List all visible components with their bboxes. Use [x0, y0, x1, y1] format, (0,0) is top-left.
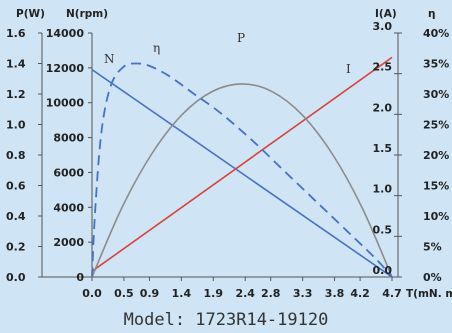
x-axis-tick-label: 0.9	[140, 287, 160, 300]
x-axis-tick-label: 4.2	[350, 287, 370, 300]
series-label: N	[104, 52, 115, 66]
p-power-curve	[91, 83, 393, 278]
x-axis-tick-label: 3.8	[325, 287, 345, 300]
i-axis-tick-label: 2.0	[373, 101, 393, 114]
series-label: I	[346, 62, 351, 76]
n-axis-title: N(rpm)	[66, 8, 108, 20]
series-label: η	[153, 41, 160, 55]
x-axis-tick-label: 0.0	[82, 287, 102, 300]
n-axis-tick-label: 0	[76, 271, 84, 284]
p-axis-title: P(W)	[16, 8, 45, 20]
eta-axis-tick-label: 5%	[423, 241, 442, 254]
n-axis-tick-label: 2000	[53, 236, 84, 249]
series-group	[91, 56, 393, 278]
eta-axis-title: η	[428, 8, 435, 20]
i-axis-tick-label: 1.5	[373, 142, 393, 155]
p-axis-tick-label: 1.6	[6, 27, 26, 40]
n-speed-line	[91, 68, 393, 278]
p-axis-tick-label: 0.4	[6, 210, 26, 223]
p-axis-tick-label: 0.2	[6, 241, 26, 254]
i-axis-tick-label: 0.5	[373, 223, 393, 236]
eta-axis-tick-label: 15%	[423, 180, 449, 193]
p-axis-tick-label: 0.8	[6, 149, 26, 162]
eta-axis-tick-label: 10%	[423, 210, 449, 223]
x-axis-tick-label: 2.4	[235, 287, 255, 300]
p-axis-tick-label: 0.6	[6, 180, 26, 193]
p-axis-tick-label: 1.0	[6, 119, 26, 132]
i-axis-tick-label: 1.0	[373, 183, 393, 196]
eta-axis-tick-label: 20%	[423, 149, 449, 162]
eta-axis-tick-label: 0%	[423, 271, 442, 284]
labels-group: 0.0 0.2 0.4 0.6 0.8 1.0 1.2 1.4 1.6 P(W) 0 2000 4000…	[6, 8, 452, 300]
p-axis-tick-label: 1.4	[6, 58, 26, 71]
i-axis-title: I(A)	[375, 8, 397, 20]
n-axis-tick-label: 12000	[46, 62, 85, 75]
x-axis-title: T(mN. m)	[406, 288, 452, 300]
n-axis-tick-label: 4000	[53, 201, 84, 214]
eta-axis-tick-label: 40%	[423, 27, 449, 40]
n-axis-tick-label: 14000	[46, 27, 85, 40]
series-label: P	[237, 31, 245, 45]
n-axis-tick-label: 8000	[53, 132, 84, 145]
x-axis-tick-label: 1.9	[204, 287, 224, 300]
i-axis-tick-label: 0.0	[373, 264, 393, 277]
p-axis-tick-label: 1.2	[6, 88, 26, 101]
x-axis-tick-label: 3.3	[293, 287, 313, 300]
n-axis-tick-label: 10000	[46, 97, 85, 110]
x-axis-tick-label: 0.5	[114, 287, 134, 300]
eta-axis-tick-label: 30%	[423, 88, 449, 101]
model-label: Model: 1723R14-19120	[124, 310, 329, 330]
eta-axis-tick-label: 25%	[423, 119, 449, 132]
p-axis-tick-label: 0.0	[6, 271, 26, 284]
eta-axis-tick-label: 35%	[423, 58, 449, 71]
x-axis-tick-label: 2.8	[261, 287, 281, 300]
x-axis-tick-label: 4.7	[382, 287, 402, 300]
i-axis-tick-label: 2.5	[373, 61, 393, 74]
x-axis-tick-label: 1.4	[172, 287, 192, 300]
n-axis-tick-label: 6000	[53, 166, 84, 179]
eta-efficiency-curve	[91, 62, 393, 278]
axes-group	[38, 32, 402, 281]
i-current-line	[91, 56, 393, 272]
i-axis-tick-label: 3.0	[373, 20, 393, 33]
